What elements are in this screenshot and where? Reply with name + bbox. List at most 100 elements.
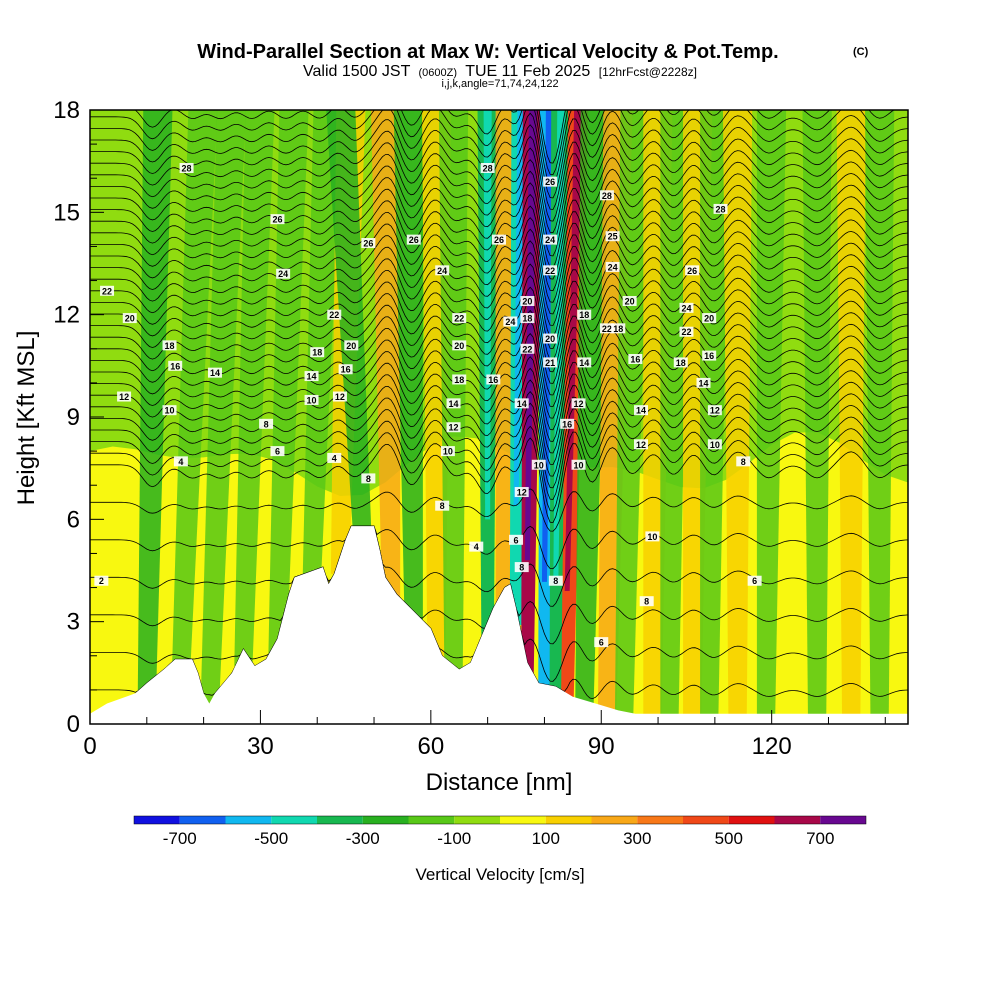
contour-label-50: 18 <box>577 309 592 320</box>
terrain <box>90 526 908 724</box>
svg-text:16: 16 <box>170 361 180 371</box>
contour-label-38: 18 <box>520 313 535 324</box>
contour-label-34: 26 <box>492 234 506 245</box>
svg-text:4: 4 <box>474 542 479 552</box>
y-tick-label-15: 15 <box>53 199 80 226</box>
svg-text:6: 6 <box>599 638 604 648</box>
contour-label-72: 20 <box>702 313 717 324</box>
contour-label-78: 8 <box>736 456 751 467</box>
svg-text:26: 26 <box>494 235 504 245</box>
svg-text:16: 16 <box>630 355 640 365</box>
svg-text:24: 24 <box>545 235 555 245</box>
colorbar-bin-0 <box>134 816 180 824</box>
colorbar-bin-15 <box>820 816 866 824</box>
svg-text:18: 18 <box>165 341 175 351</box>
x-tick-label-90: 90 <box>588 733 615 760</box>
contour-label-75: 14 <box>696 377 711 388</box>
colorbar-bin-7 <box>454 816 500 824</box>
contour-label-27: 14 <box>446 398 461 409</box>
contour-label-14: 10 <box>304 394 319 405</box>
svg-text:14: 14 <box>698 378 708 388</box>
svg-text:10: 10 <box>574 460 584 470</box>
contour-label-77: 10 <box>707 439 722 450</box>
theta-contour-17 <box>90 309 908 396</box>
w-band-19 <box>575 110 610 718</box>
w-band-core-17 <box>553 110 566 585</box>
svg-text:16: 16 <box>704 351 714 361</box>
y-axis: 0 3 6 9 12 15 18 <box>53 97 104 738</box>
svg-text:22: 22 <box>102 286 112 296</box>
svg-text:6: 6 <box>275 447 280 457</box>
contour-label-57: 28 <box>599 190 614 201</box>
colorbar-tick-label-6: 500 <box>715 829 743 848</box>
theta-contour-21 <box>90 263 908 350</box>
contour-label-69: 26 <box>685 265 700 276</box>
svg-text:8: 8 <box>741 457 746 467</box>
svg-text:28: 28 <box>182 163 192 173</box>
colorbar-bin-13 <box>728 816 775 824</box>
chart-title: Wind-Parallel Section at Max W: Vertical… <box>197 41 778 63</box>
contour-label-62: 16 <box>628 354 643 365</box>
svg-text:8: 8 <box>519 563 524 573</box>
svg-text:20: 20 <box>625 297 635 307</box>
subtitle-date: TUE 11 Feb 2025 <box>465 63 590 80</box>
theta-contour-25 <box>90 217 908 303</box>
subtitle-utc: (0600Z) <box>419 67 458 79</box>
contour-label-35: 16 <box>486 374 501 385</box>
colorbar-bin-2 <box>225 816 272 824</box>
contour-label-31: 4 <box>469 541 484 552</box>
svg-text:8: 8 <box>553 576 558 586</box>
w-band-1 <box>171 110 218 677</box>
contour-label-26: 18 <box>452 374 467 385</box>
contour-label-66: 8 <box>639 596 654 607</box>
svg-text:14: 14 <box>636 406 646 416</box>
contour-label-10: 24 <box>276 268 291 279</box>
contour-label-70: 24 <box>679 302 694 313</box>
theta-contour-33 <box>90 124 908 210</box>
x-tick-label-60: 60 <box>417 733 444 760</box>
contour-label-43: 6 <box>509 534 524 545</box>
svg-text:14: 14 <box>449 399 459 409</box>
contour-label-0: 28 <box>179 162 194 173</box>
theta-contour-27 <box>90 193 908 280</box>
contour-labels: 2822201816141210426242218141086412162026… <box>94 162 762 648</box>
contour-label-71: 22 <box>679 326 694 337</box>
y-tick-label-18: 18 <box>53 97 80 124</box>
svg-text:12: 12 <box>636 440 646 450</box>
colorbar-tick-label-5: 300 <box>623 829 651 848</box>
y-tick-label-12: 12 <box>53 302 80 329</box>
svg-text:8: 8 <box>366 474 371 484</box>
svg-text:8: 8 <box>644 597 649 607</box>
contour-label-18: 12 <box>332 391 347 402</box>
x-axis: 0 30 60 90 120 <box>83 710 886 760</box>
contour-label-19: 16 <box>338 364 353 375</box>
svg-text:20: 20 <box>545 334 555 344</box>
svg-text:12: 12 <box>119 392 129 402</box>
theta-contour-37 <box>134 110 895 164</box>
contour-label-28: 12 <box>446 422 461 433</box>
w-band-2 <box>200 110 247 721</box>
svg-text:2: 2 <box>99 576 104 586</box>
svg-text:26: 26 <box>272 215 282 225</box>
theta-contour-23 <box>90 240 908 326</box>
contour-label-40: 14 <box>514 398 529 409</box>
svg-text:24: 24 <box>681 303 691 313</box>
svg-text:28: 28 <box>716 204 726 214</box>
svg-text:12: 12 <box>574 399 584 409</box>
contour-label-39: 22 <box>520 343 535 354</box>
colorbar-bin-10 <box>591 816 638 824</box>
svg-text:20: 20 <box>522 297 532 307</box>
colorbar: -700 -500 -300 -100 100 300 500 700 <box>133 815 867 848</box>
svg-text:4: 4 <box>332 453 337 463</box>
theta-contour-5 <box>90 488 908 532</box>
svg-text:10: 10 <box>534 460 544 470</box>
theta-contour-8 <box>90 414 908 500</box>
colorbar-bin-1 <box>179 816 226 824</box>
theta-contour-16 <box>90 321 908 408</box>
theta-contour-24 <box>90 228 908 315</box>
svg-text:26: 26 <box>409 235 419 245</box>
contour-label-17: 4 <box>327 452 342 463</box>
colorbar-bin-6 <box>408 816 455 824</box>
theta-contour-34 <box>90 112 908 199</box>
